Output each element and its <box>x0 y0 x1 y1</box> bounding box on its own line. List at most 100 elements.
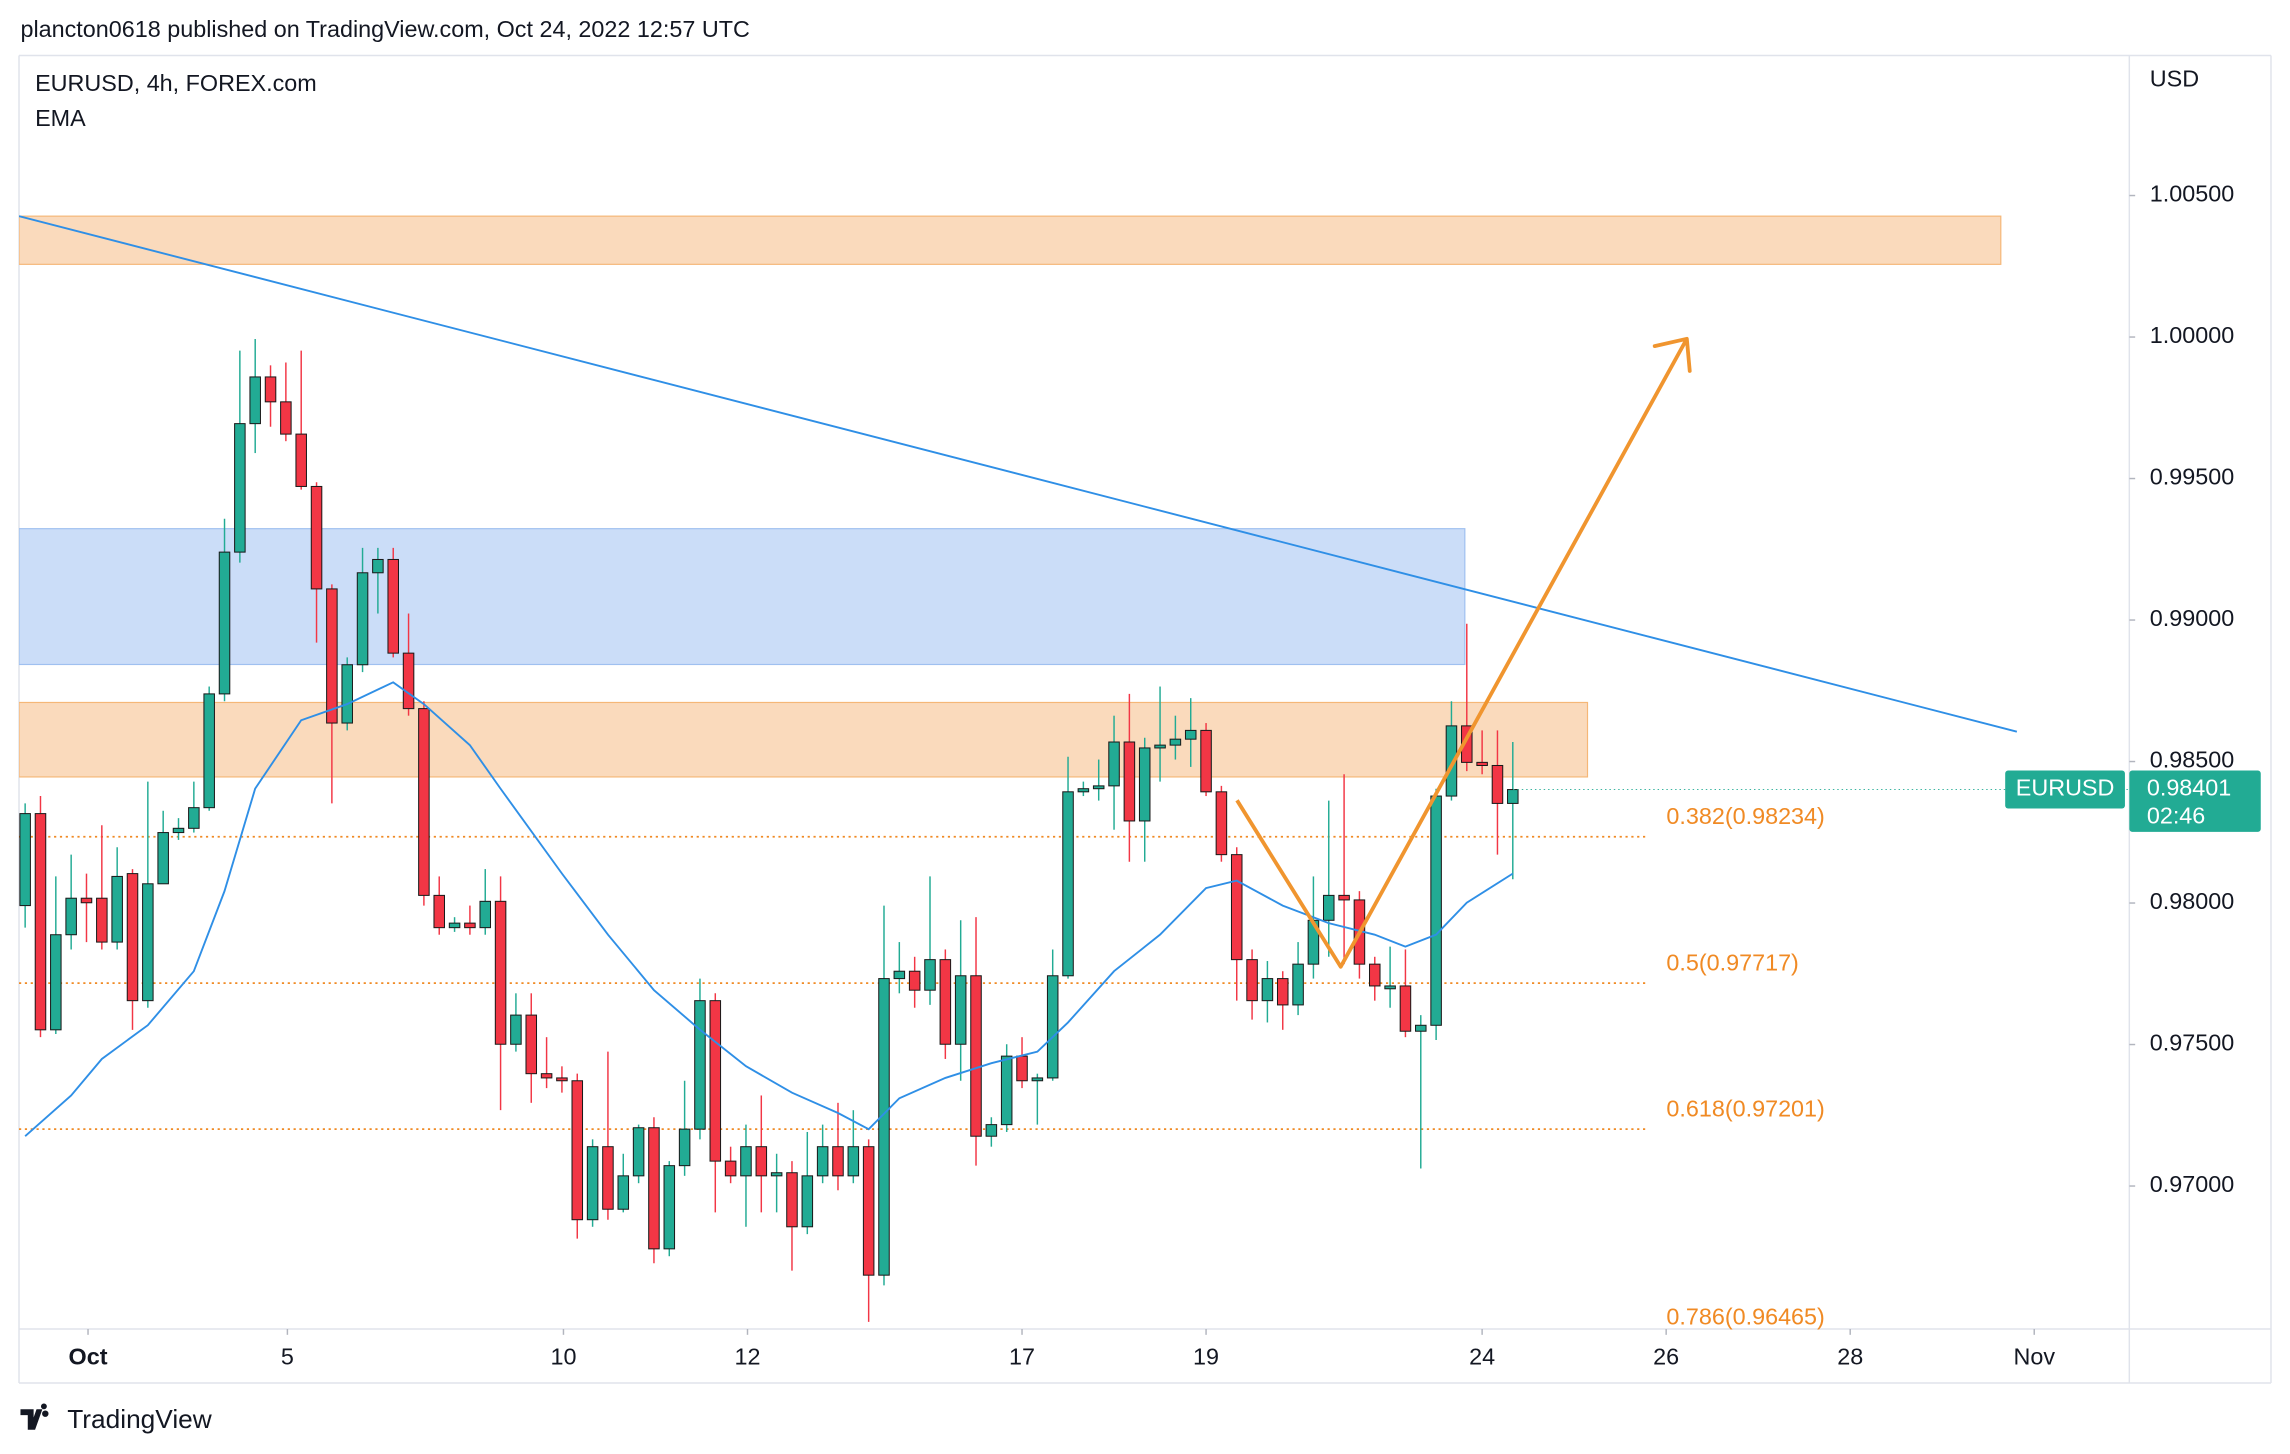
symbol-tag-label: EURUSD <box>2016 775 2115 801</box>
symbol-title: EURUSD, 4h, FOREX.com <box>35 70 317 96</box>
y-tick-label: 0.97500 <box>2150 1030 2234 1056</box>
candle-body <box>770 1172 783 1177</box>
candle-body <box>1384 985 1396 990</box>
candle-body <box>1108 741 1120 787</box>
price-tag <box>2129 770 2261 832</box>
candle-body <box>540 1073 553 1079</box>
candle-body <box>908 970 921 991</box>
candle-body <box>801 1175 814 1228</box>
y-tick-label: 0.99500 <box>2150 464 2234 490</box>
candle-body <box>234 423 246 553</box>
candle-body <box>65 897 77 936</box>
candle-body <box>832 1146 844 1177</box>
candle-body <box>1123 741 1136 822</box>
candle-body <box>96 897 108 943</box>
candle-body <box>694 1000 706 1130</box>
candle-body <box>1399 985 1412 1032</box>
candle-body <box>786 1172 798 1228</box>
y-tick-label: 0.98000 <box>2150 888 2234 914</box>
candle-body <box>755 1146 768 1177</box>
candle-body <box>1276 978 1289 1006</box>
candle-body <box>663 1165 676 1250</box>
x-tick-label: 26 <box>1653 1343 1679 1369</box>
candle-body <box>847 1146 860 1177</box>
candle-body <box>617 1175 630 1210</box>
candle-body <box>1368 963 1381 987</box>
ema-layer <box>24 681 1514 1137</box>
candle-body <box>203 693 215 809</box>
candle-body <box>878 978 890 1276</box>
trend-line <box>19 215 2018 733</box>
drawings-front <box>19 215 2018 969</box>
candle-body <box>341 664 353 724</box>
logo-dot <box>42 1410 49 1417</box>
candle-body <box>1338 894 1350 901</box>
demand-zone <box>19 701 1589 778</box>
candle-body <box>1261 978 1274 1002</box>
candle-body <box>402 652 415 710</box>
candle-body <box>985 1124 998 1137</box>
candle-body <box>310 485 323 590</box>
candle-body <box>1077 788 1090 793</box>
candle-body <box>602 1146 614 1210</box>
candle-body <box>724 1160 737 1177</box>
y-tick-label: 0.99000 <box>2150 605 2234 631</box>
candle-body <box>632 1127 645 1177</box>
candle-body <box>34 813 47 1031</box>
fib-levels <box>19 835 1648 1131</box>
candle-body <box>586 1146 599 1221</box>
candle-body <box>1322 894 1335 921</box>
candle-body <box>1154 744 1166 749</box>
candle-body <box>142 883 154 1002</box>
candle-body <box>356 572 369 666</box>
candle-body <box>1292 963 1304 1006</box>
candle-body <box>280 401 292 435</box>
candle-body <box>218 551 231 695</box>
fib-label: 0.5(0.97717) <box>1666 949 1798 975</box>
candle-body <box>1430 795 1442 1026</box>
candle-body <box>433 894 446 929</box>
arrow-head <box>1652 336 1692 373</box>
x-tick-label: 24 <box>1469 1343 1495 1369</box>
candle-body <box>479 900 492 929</box>
candle-body <box>1169 738 1182 746</box>
candle-body <box>264 376 277 403</box>
candle-body <box>1031 1077 1044 1082</box>
candle-body <box>80 897 93 904</box>
candle-body <box>1046 975 1059 1079</box>
price-tag-label: 0.98401 <box>2147 775 2231 801</box>
x-tick-label: 28 <box>1837 1343 1863 1369</box>
x-tick-label: Nov <box>2013 1343 2055 1369</box>
x-tick-label: 17 <box>1009 1343 1035 1369</box>
drawings-back <box>19 215 2002 778</box>
candle-body <box>126 873 139 1002</box>
fib-label: 0.382(0.98234) <box>1666 803 1824 829</box>
projection-arrow <box>1235 337 1689 969</box>
candle-body <box>648 1127 660 1250</box>
candle-body <box>1415 1024 1427 1032</box>
candle-body <box>494 900 507 1045</box>
candle-body <box>188 807 200 829</box>
fib-label: 0.786(0.96465) <box>1666 1304 1824 1330</box>
candle-body <box>924 959 936 991</box>
axes: 0.97000 0.97500 0.98000 0.98500 0.99000 0.995… <box>69 181 2235 1370</box>
candle-body <box>1200 729 1212 793</box>
indicator-legend: EMA <box>35 105 86 131</box>
candle-body <box>1184 729 1197 740</box>
countdown-label: 02:46 <box>2147 802 2205 828</box>
candle-body <box>249 376 261 425</box>
candle-body <box>464 922 476 929</box>
candle-body <box>740 1146 752 1177</box>
candle-body <box>816 1146 829 1177</box>
candle-body <box>862 1146 875 1276</box>
supply-zone <box>19 215 2002 265</box>
x-tick-label: 12 <box>735 1343 761 1369</box>
brand-logo: TradingView <box>20 1403 213 1434</box>
y-tick-label: 1.00500 <box>2150 181 2234 207</box>
candle-body <box>387 558 399 654</box>
candle-body <box>893 970 906 980</box>
x-tick-label: 19 <box>1193 1343 1219 1369</box>
candle-body <box>1491 764 1504 804</box>
candle-body <box>1062 791 1074 977</box>
